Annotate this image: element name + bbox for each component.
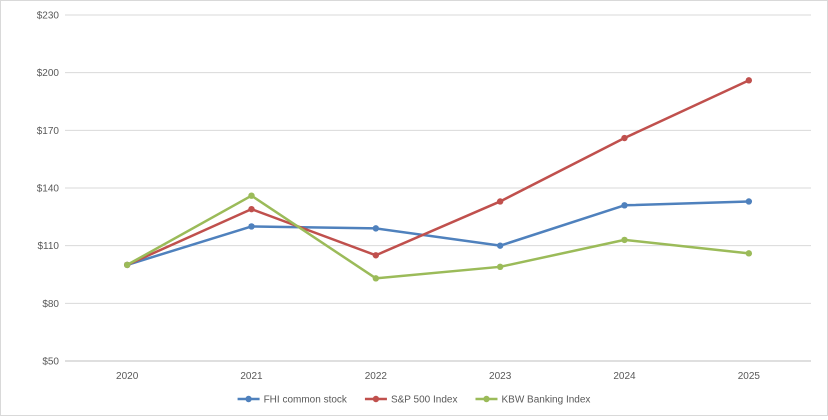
data-point: [123, 261, 131, 269]
series-group: [123, 77, 753, 282]
legend-swatch-marker: [483, 395, 490, 403]
data-point: [745, 250, 753, 257]
y-tick-label: $80: [42, 299, 59, 310]
legend-item-2: KBW Banking Index: [475, 395, 590, 406]
x-tick-label: 2021: [240, 371, 263, 382]
data-point: [248, 205, 255, 213]
data-point: [745, 198, 753, 205]
legend-swatch-marker: [372, 395, 380, 403]
y-tick-label: $200: [37, 68, 60, 79]
legend-swatch-marker: [245, 395, 252, 403]
y-tick-label: $110: [37, 241, 59, 252]
data-point: [372, 275, 380, 282]
series-line-0: [125, 200, 751, 267]
data-point: [496, 198, 504, 205]
data-point: [496, 242, 504, 249]
data-point: [745, 77, 753, 84]
axes: $50 $80 $110 $140 $170 $200 $230 2020 2021 2022 20…: [37, 11, 811, 382]
data-point: [621, 202, 628, 209]
grid-lines: [65, 14, 811, 362]
data-point: [372, 225, 380, 232]
x-tick-label: 2022: [365, 371, 388, 382]
legend-item-0: FHI common stock: [237, 395, 348, 406]
data-point: [372, 252, 380, 259]
x-tick-label: 2025: [738, 371, 761, 382]
series-line-1: [125, 79, 751, 267]
y-tick-label: $140: [37, 184, 60, 195]
data-point: [621, 134, 628, 142]
y-tick-label: $50: [42, 357, 59, 368]
legend-label: FHI common stock: [264, 395, 348, 406]
legend-label: KBW Banking Index: [501, 395, 590, 406]
data-point: [248, 192, 255, 199]
x-tick-label: 2020: [116, 371, 139, 382]
data-point: [496, 263, 504, 271]
data-point: [621, 236, 628, 244]
y-tick-label: $170: [37, 126, 60, 137]
data-point: [248, 223, 255, 230]
legend: FHI common stock S&P 500 Index KBW Banking…: [237, 395, 590, 406]
y-tick-label: $230: [37, 11, 60, 22]
series-line-2: [125, 194, 751, 280]
legend-item-1: S&P 500 Index: [364, 395, 458, 406]
x-tick-label: 2023: [489, 371, 512, 382]
x-tick-label: 2024: [613, 371, 636, 382]
legend-label: S&P 500 Index: [391, 395, 458, 406]
